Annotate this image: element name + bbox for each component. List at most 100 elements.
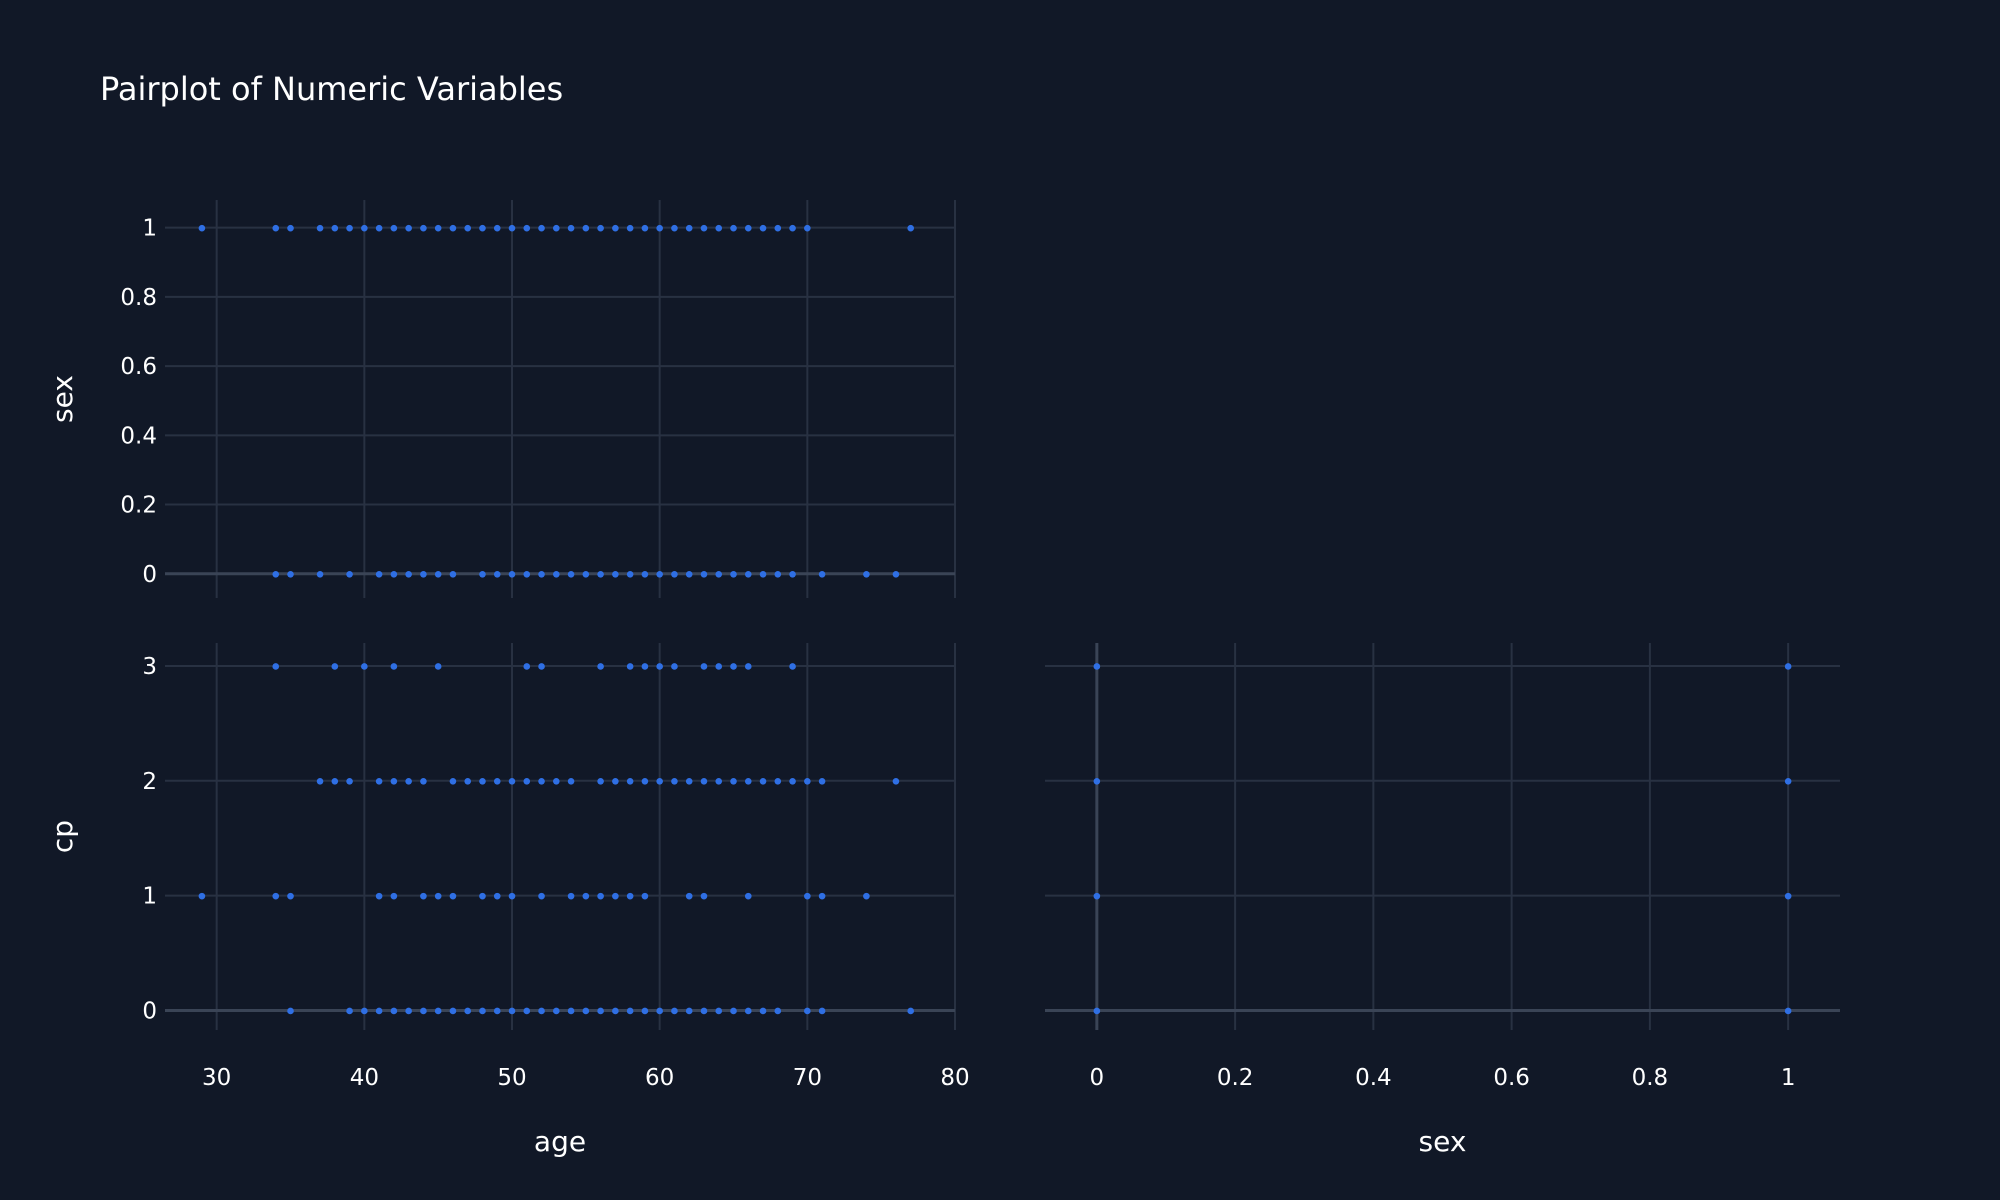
y-tick-label: 1 <box>142 216 157 242</box>
scatter-point <box>449 892 457 900</box>
scatter-point <box>567 778 575 785</box>
scatter-point <box>346 570 353 578</box>
scatter-point <box>523 570 531 578</box>
scatter-point <box>390 224 398 232</box>
x-tick-label: 0.2 <box>1217 1065 1254 1091</box>
scatter-point <box>626 663 634 670</box>
x-tick-label: 70 <box>793 1065 822 1091</box>
scatter-point <box>700 778 708 785</box>
scatter-point <box>1784 663 1792 670</box>
y-tick-label: 0.4 <box>120 423 157 449</box>
scatter-point <box>641 778 649 785</box>
panel-sex-vs-cp: 0 0.2 0.4 0.6 0.8 1 sex <box>1045 643 1840 1158</box>
scatter-point <box>612 1007 619 1015</box>
scatter-point <box>464 778 472 785</box>
scatter-point <box>612 892 619 900</box>
scatter-point <box>759 570 767 578</box>
scatter-point <box>479 1007 486 1015</box>
scatter-point <box>405 224 412 232</box>
chart-title: Pairplot of Numeric Variables <box>100 70 563 108</box>
scatter-point <box>774 1007 782 1015</box>
scatter-point <box>700 570 708 578</box>
scatter-point <box>523 1007 531 1015</box>
scatter-point <box>715 663 723 670</box>
scatter-point <box>612 224 619 232</box>
scatter-point <box>449 1007 457 1015</box>
scatter-point <box>626 778 634 785</box>
panel-age-vs-cp: 0 1 2 3 30 40 50 60 70 80 age cp <box>46 643 970 1158</box>
scatter-point <box>390 778 398 785</box>
scatter-point <box>1784 778 1792 785</box>
scatter-point <box>538 224 545 232</box>
y-tick-label: 1 <box>142 884 157 910</box>
scatter-point <box>626 1007 634 1015</box>
scatter-point <box>685 570 693 578</box>
scatter-point <box>272 224 280 232</box>
scatter-point <box>626 892 634 900</box>
scatter-point <box>656 663 663 670</box>
scatter-point <box>656 1007 663 1015</box>
scatter-point <box>804 1007 811 1015</box>
scatter-point <box>420 892 427 900</box>
scatter-point <box>287 224 294 232</box>
scatter-point <box>744 778 752 785</box>
scatter-point <box>523 778 531 785</box>
scatter-point <box>493 778 501 785</box>
scatter-point <box>744 1007 752 1015</box>
scatter-point <box>553 778 560 785</box>
scatter-point <box>272 892 280 900</box>
scatter-point <box>523 224 531 232</box>
scatter-point <box>493 570 501 578</box>
scatter-point <box>316 570 324 578</box>
scatter-point <box>390 1007 398 1015</box>
scatter-point <box>818 570 826 578</box>
scatter-point <box>759 778 767 785</box>
scatter-point <box>434 892 442 900</box>
scatter-point <box>597 1007 604 1015</box>
scatter-point <box>700 892 708 900</box>
scatter-point <box>671 663 678 670</box>
scatter-point <box>405 1007 412 1015</box>
scatter-point <box>671 1007 678 1015</box>
scatter-point <box>641 892 649 900</box>
scatter-point <box>331 663 339 670</box>
scatter-point <box>892 570 900 578</box>
scatter-point <box>316 224 324 232</box>
scatter-point <box>863 892 870 900</box>
scatter-point <box>567 224 575 232</box>
scatter-point <box>641 570 649 578</box>
scatter-point <box>272 663 280 670</box>
scatter-point <box>774 570 782 578</box>
scatter-point <box>759 1007 767 1015</box>
scatter-point <box>346 1007 353 1015</box>
scatter-point <box>626 224 634 232</box>
scatter-point <box>774 224 782 232</box>
scatter-point <box>1093 663 1101 670</box>
scatter-point <box>449 778 457 785</box>
scatter-point <box>597 778 604 785</box>
scatter-point <box>198 892 206 900</box>
scatter-point <box>700 224 708 232</box>
scatter-point <box>567 570 575 578</box>
y-axis-label: sex <box>46 375 79 423</box>
x-tick-label: 80 <box>940 1065 969 1091</box>
x-tick-label: 40 <box>350 1065 379 1091</box>
scatter-point <box>479 778 486 785</box>
scatter-point <box>907 1007 915 1015</box>
scatter-point <box>818 1007 826 1015</box>
scatter-point <box>671 570 678 578</box>
scatter-point <box>390 892 398 900</box>
scatter-point <box>685 224 693 232</box>
scatter-point <box>449 570 457 578</box>
scatter-point <box>405 778 412 785</box>
scatter-point <box>582 892 590 900</box>
scatter-point <box>685 1007 693 1015</box>
scatter-point <box>508 1007 516 1015</box>
scatter-point <box>1093 892 1101 900</box>
y-tick-label: 0.8 <box>120 285 157 311</box>
scatter-point <box>493 892 501 900</box>
scatter-point <box>316 778 324 785</box>
scatter-point <box>198 224 206 232</box>
scatter-point <box>464 1007 472 1015</box>
scatter-point <box>361 1007 368 1015</box>
